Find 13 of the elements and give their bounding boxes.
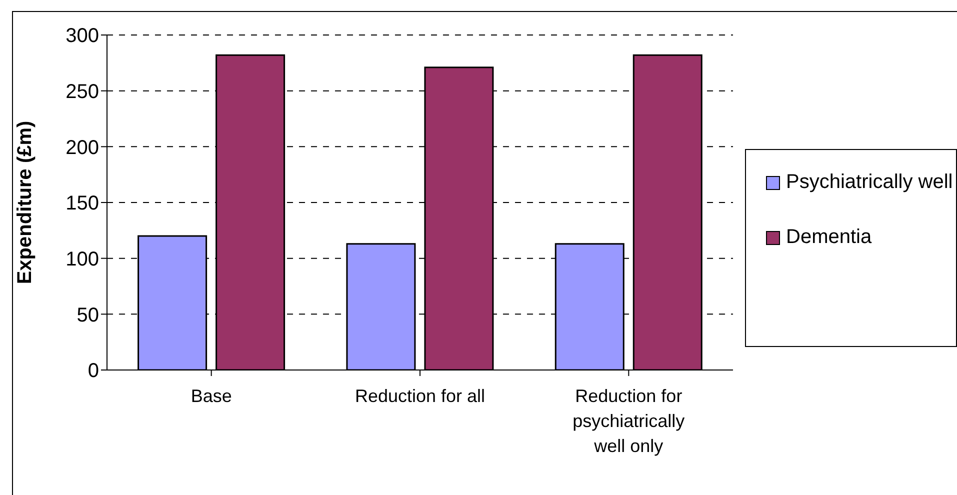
legend-label: Dementia (786, 224, 872, 250)
x-tick-label: Reduction for psychiatrically well only (572, 386, 685, 456)
y-tick-label: 200 (66, 136, 99, 159)
y-tick-label: 250 (66, 80, 99, 103)
y-tick-label: 0 (88, 360, 99, 382)
y-axis-title: Expenditure (£m) (14, 120, 36, 284)
y-tick-label: 100 (66, 248, 99, 270)
y-tick-label: 300 (66, 25, 99, 48)
y-tick-label: 50 (76, 304, 99, 326)
x-tick-label: Base (190, 386, 232, 406)
x-tick-label: Reduction for all (354, 386, 486, 406)
y-tick-label: 150 (66, 192, 99, 215)
legend-label: Psychiatrically well (786, 170, 953, 194)
